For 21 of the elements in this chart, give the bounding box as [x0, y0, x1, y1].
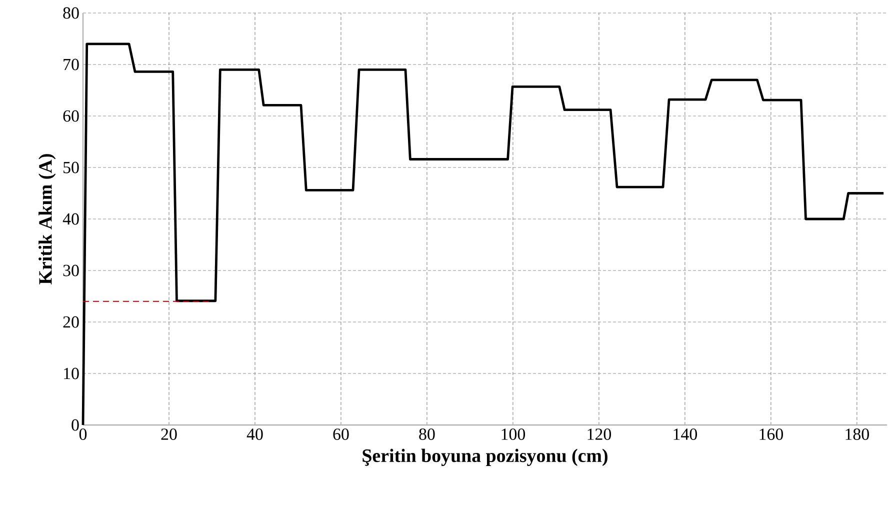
y-tick-label: 10 [64, 368, 79, 380]
x-tick-label: 100 [502, 428, 526, 440]
x-axis-title: Şeritin boyuna pozisyonu (cm) [362, 448, 608, 466]
x-tick-label: 160 [760, 428, 783, 440]
y-tick-label: 50 [64, 162, 79, 174]
x-tick-label: 60 [333, 428, 349, 440]
y-tick-label: 30 [63, 264, 79, 276]
x-tick-label: 0 [79, 428, 87, 440]
y-axis-title: Kritik Akım (A) [38, 154, 56, 284]
y-tick-label: 60 [63, 110, 79, 122]
y-tick-label: 20 [63, 316, 79, 328]
y-tick-label: 70 [64, 58, 79, 70]
y-tick-label: 40 [62, 213, 79, 225]
x-tick-label: 120 [588, 428, 612, 440]
y-tick-label: 80 [63, 7, 79, 19]
x-tick-label: 40 [246, 428, 263, 440]
y-tick-label: 0 [72, 419, 79, 431]
x-tick-label: 20 [161, 428, 177, 440]
x-tick-label: 180 [846, 428, 869, 440]
x-tick-label: 80 [419, 428, 435, 440]
x-tick-label: 140 [674, 428, 697, 440]
